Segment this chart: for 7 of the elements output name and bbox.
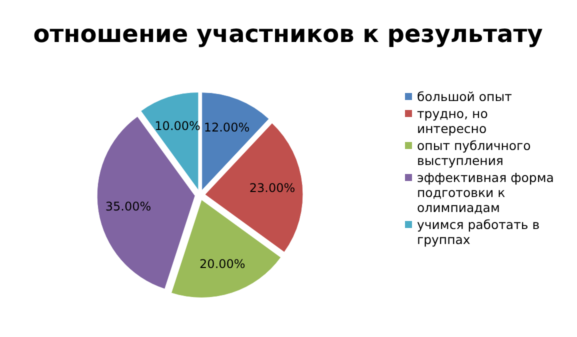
data-label: 35.00%	[105, 199, 152, 214]
chart-title: отношение участников к результату	[33, 20, 544, 48]
data-label: 20.00%	[200, 257, 246, 272]
data-label: 23.00%	[249, 181, 296, 196]
legend-label: большой опыт	[417, 89, 512, 104]
data-label: 12.00%	[204, 120, 250, 134]
legend-label: учимся работать в группах	[417, 217, 540, 247]
